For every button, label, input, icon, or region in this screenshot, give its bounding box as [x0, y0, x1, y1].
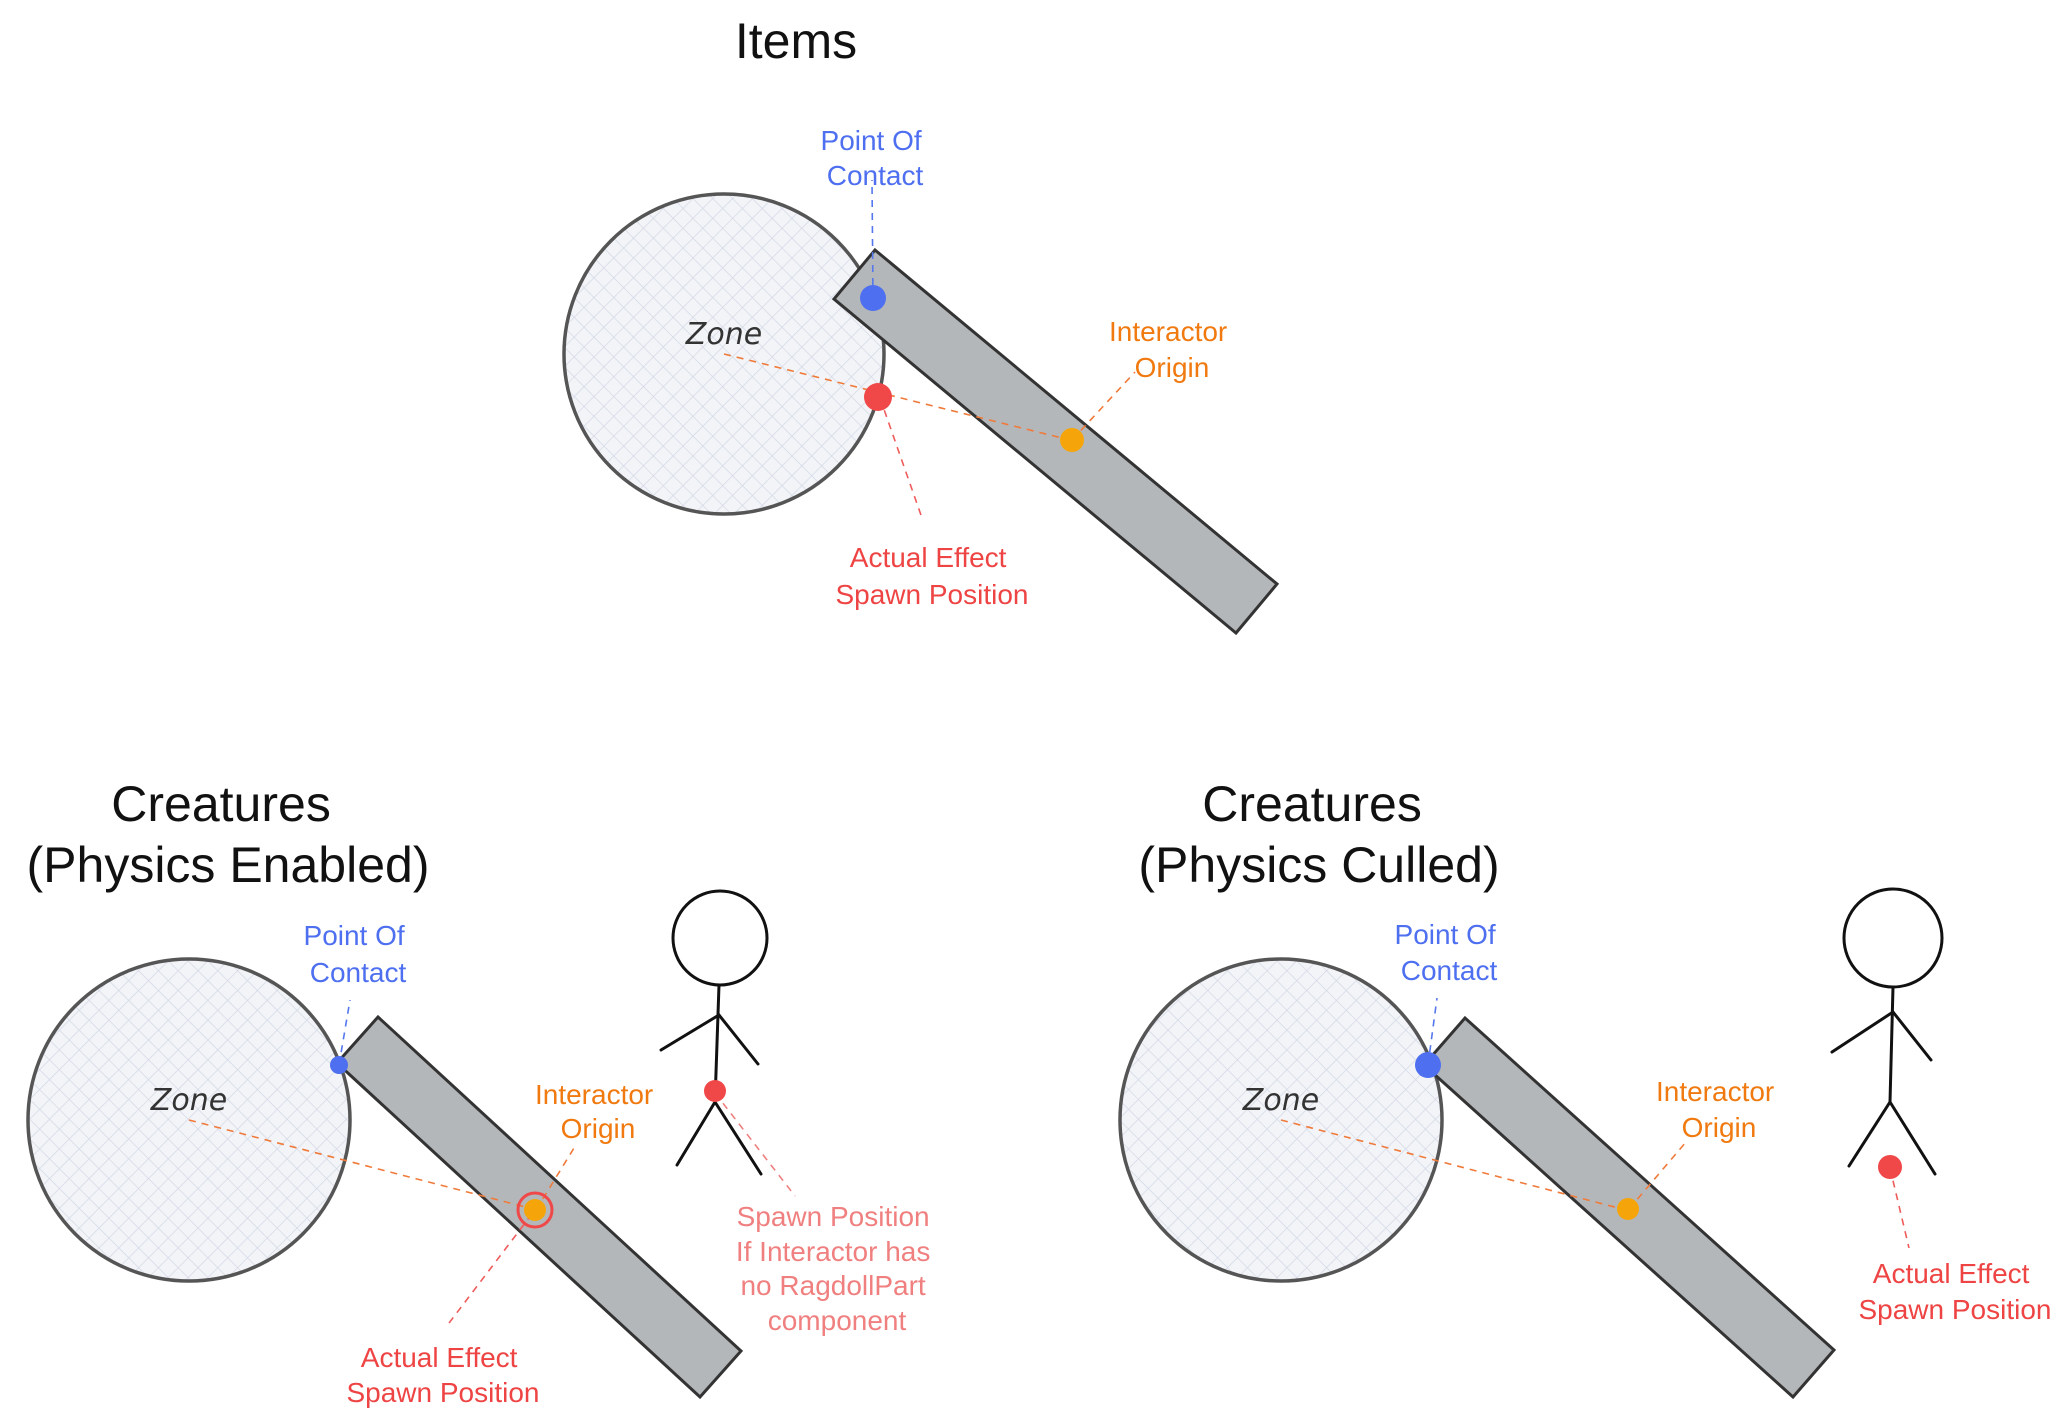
- items-title: Items: [735, 13, 857, 69]
- actual-effect-label: Actual Effect Spawn Position: [1858, 1258, 2051, 1325]
- creature-stick-figure: [1830, 887, 1944, 1176]
- interactor-origin-dot: [1060, 428, 1084, 452]
- creature-right-leg: [1888, 1100, 1937, 1176]
- effect-leader-line: [879, 397, 923, 519]
- physics-culled-panel: Creatures (Physics Culled) Zone Point Of…: [1118, 776, 2052, 1400]
- creature-left-arm: [1830, 1010, 1895, 1054]
- creature-left-arm: [659, 1013, 721, 1052]
- interactor-leader-line: [1071, 371, 1136, 441]
- point-of-contact-label: Point Of Contact: [304, 920, 413, 988]
- interactor-bar: [831, 247, 1280, 636]
- zone-label: Zone: [1242, 1083, 1319, 1118]
- creature-right-arm: [717, 1013, 760, 1066]
- spawn-note-label: Spawn Position If Interactor has no Ragd…: [736, 1201, 938, 1336]
- actual-effect-dot: [1878, 1155, 1902, 1179]
- items-panel: Items Zone Point Of Contact Interactor O…: [562, 13, 1280, 636]
- spawn-note-leader-line: [714, 1092, 796, 1197]
- creature-right-leg: [713, 1100, 763, 1176]
- interactor-origin-dot: [524, 1199, 546, 1221]
- actual-effect-label: Actual Effect Spawn Position: [346, 1342, 539, 1408]
- interactor-origin-label: Interactor Origin: [535, 1079, 661, 1144]
- point-of-contact-label: Point Of Contact: [1395, 919, 1504, 986]
- point-of-contact-dot: [1415, 1052, 1441, 1078]
- interactor-origin-label: Interactor Origin: [1656, 1076, 1782, 1143]
- interactor-origin-dot: [1617, 1198, 1639, 1220]
- creature-left-leg: [675, 1100, 717, 1167]
- creature-left-leg: [1847, 1100, 1892, 1168]
- actual-effect-ring: [516, 1191, 554, 1229]
- creature-head: [671, 889, 769, 987]
- point-of-contact-label: Point Of Contact: [821, 125, 930, 191]
- interactor-origin-label: Interactor Origin: [1109, 316, 1235, 383]
- physics-enabled-title: Creatures (Physics Enabled): [27, 776, 430, 893]
- point-of-contact-dot: [330, 1056, 348, 1074]
- creature-right-arm: [1891, 1010, 1933, 1062]
- effect-leader-line: [445, 1213, 533, 1328]
- actual-effect-label: Actual Effect Spawn Position: [835, 542, 1028, 610]
- physics-culled-title: Creatures (Physics Culled): [1138, 776, 1499, 893]
- zone-label: Zone: [685, 317, 762, 352]
- creature-torso: [1888, 985, 1895, 1104]
- contact-leader-line: [871, 179, 874, 299]
- physics-enabled-panel: Creatures (Physics Enabled) Zone Point O…: [26, 776, 938, 1408]
- actual-effect-dot: [864, 383, 892, 411]
- creature-head: [1842, 887, 1944, 989]
- contact-leader-line: [1427, 997, 1438, 1066]
- interactor-leader-line: [1628, 1141, 1687, 1210]
- spawn-position-dot: [704, 1080, 726, 1102]
- point-of-contact-dot: [860, 285, 886, 311]
- creature-stick-figure: [659, 889, 769, 1176]
- effect-leader-line: [1889, 1167, 1910, 1249]
- contact-leader-line: [338, 999, 351, 1066]
- zone-label: Zone: [150, 1083, 227, 1118]
